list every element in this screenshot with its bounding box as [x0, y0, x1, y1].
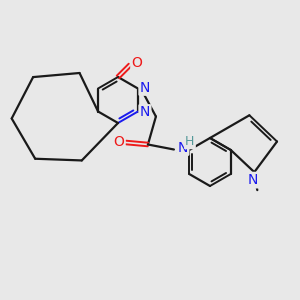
Text: N: N [178, 140, 188, 154]
Text: N: N [247, 173, 257, 187]
Text: O: O [132, 56, 142, 70]
Text: H: H [185, 135, 195, 148]
Text: O: O [113, 134, 124, 148]
Text: N: N [140, 80, 150, 94]
Text: N: N [140, 106, 150, 119]
